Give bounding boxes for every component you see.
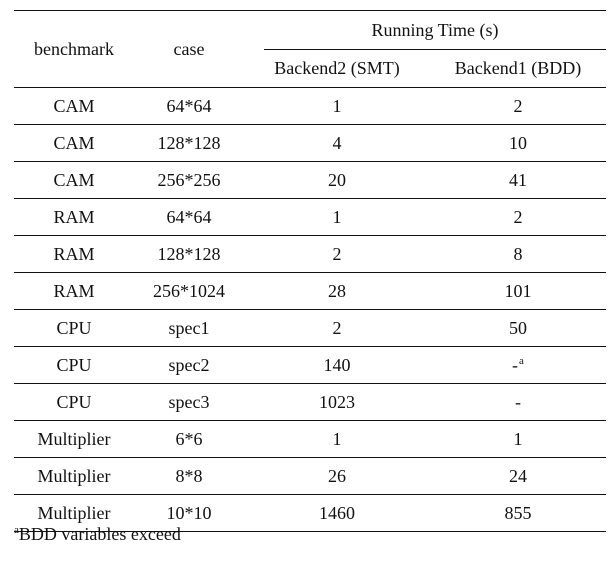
bdd-time-value: 855 bbox=[504, 502, 532, 523]
cell-smt-time: 1 bbox=[244, 87, 430, 125]
table-body: benchmark case Running Time (s) Backend2… bbox=[14, 10, 606, 532]
cell-case: 128*128 bbox=[134, 235, 244, 273]
header-running-time: Running Time (s) bbox=[264, 11, 606, 50]
bdd-time-value: - bbox=[515, 391, 521, 412]
table-row: RAM 256*1024 28 101 bbox=[14, 272, 606, 310]
header-row-2: Backend2 (SMT) Backend1 (BDD) bbox=[14, 50, 606, 88]
table-row: RAM 64*64 1 2 bbox=[14, 198, 606, 236]
cell-benchmark: RAM bbox=[14, 272, 134, 310]
table-row: CAM 256*256 20 41 bbox=[14, 161, 606, 199]
header-bdd: Backend1 (BDD) bbox=[454, 58, 582, 78]
cell-case: 128*128 bbox=[134, 124, 244, 162]
header-row-1: benchmark case Running Time (s) bbox=[14, 10, 606, 88]
cell-bdd-time: -a bbox=[430, 346, 606, 384]
footnote-ref-marker: a bbox=[519, 354, 524, 367]
cell-benchmark: CPU bbox=[14, 346, 134, 384]
table-row: CAM 64*64 1 2 bbox=[14, 87, 606, 125]
cell-smt-time: 1460 bbox=[244, 494, 430, 532]
cell-benchmark: RAM bbox=[14, 235, 134, 273]
cell-bdd-time: 50 bbox=[430, 309, 606, 347]
cell-case: 64*64 bbox=[134, 198, 244, 236]
cell-case: spec3 bbox=[134, 383, 244, 421]
header-benchmark: benchmark bbox=[14, 10, 134, 88]
cell-smt-time: 1 bbox=[244, 198, 430, 236]
bdd-time-value: 10 bbox=[509, 132, 527, 153]
cell-bdd-time: - bbox=[430, 383, 606, 421]
cell-bdd-time: 2 bbox=[430, 198, 606, 236]
cell-smt-time: 28 bbox=[244, 272, 430, 310]
footnote-text: BDD variables exceed bbox=[18, 524, 181, 544]
cell-smt-time: 20 bbox=[244, 161, 430, 199]
cell-benchmark: Multiplier bbox=[14, 494, 134, 532]
footnote-marker: a bbox=[14, 524, 19, 536]
table-row: CAM 128*128 4 10 bbox=[14, 124, 606, 162]
cell-case: 256*256 bbox=[134, 161, 244, 199]
cell-case: spec1 bbox=[134, 309, 244, 347]
cell-smt-time: 26 bbox=[244, 457, 430, 495]
bdd-time-value: 1 bbox=[513, 428, 523, 449]
cell-benchmark: Multiplier bbox=[14, 420, 134, 458]
cell-bdd-time: 1 bbox=[430, 420, 606, 458]
table-footnote: aBDD variables exceed bbox=[14, 524, 181, 545]
bdd-time-value: 2 bbox=[513, 95, 523, 116]
cell-smt-time: 140 bbox=[244, 346, 430, 384]
bdd-time-value: 101 bbox=[504, 280, 532, 301]
cell-case: 64*64 bbox=[134, 87, 244, 125]
cell-benchmark: Multiplier bbox=[14, 457, 134, 495]
cell-smt-time: 2 bbox=[244, 235, 430, 273]
cell-bdd-time: 8 bbox=[430, 235, 606, 273]
bdd-time-value: 41 bbox=[509, 169, 527, 190]
table-row: Multiplier 8*8 26 24 bbox=[14, 457, 606, 495]
cell-bdd-time: 24 bbox=[430, 457, 606, 495]
cell-bdd-time: 2 bbox=[430, 87, 606, 125]
bdd-time-value: - bbox=[512, 354, 519, 375]
cell-case: 256*1024 bbox=[134, 272, 244, 310]
cell-case: 10*10 bbox=[134, 494, 244, 532]
running-time-table: benchmark case Running Time (s) Backend2… bbox=[14, 10, 606, 532]
cell-bdd-time: 10 bbox=[430, 124, 606, 162]
table-row: CPU spec1 2 50 bbox=[14, 309, 606, 347]
header-case: case bbox=[134, 10, 244, 88]
cell-benchmark: CAM bbox=[14, 124, 134, 162]
cell-smt-time: 2 bbox=[244, 309, 430, 347]
cell-case: spec2 bbox=[134, 346, 244, 384]
bdd-time-value: 24 bbox=[509, 465, 527, 486]
bdd-time-value: 8 bbox=[513, 243, 523, 264]
cell-benchmark: CPU bbox=[14, 383, 134, 421]
table-row: Multiplier 6*6 1 1 bbox=[14, 420, 606, 458]
results-table-container: benchmark case Running Time (s) Backend2… bbox=[14, 10, 606, 532]
cell-smt-time: 1 bbox=[244, 420, 430, 458]
header-smt: Backend2 (SMT) bbox=[274, 58, 400, 78]
cell-benchmark: CAM bbox=[14, 87, 134, 125]
table-row: CPU spec3 1023 - bbox=[14, 383, 606, 421]
bdd-time-value: 2 bbox=[513, 206, 523, 227]
cell-bdd-time: 41 bbox=[430, 161, 606, 199]
cell-benchmark: RAM bbox=[14, 198, 134, 236]
cell-case: 8*8 bbox=[134, 457, 244, 495]
cell-benchmark: CPU bbox=[14, 309, 134, 347]
header-running-time-group: Running Time (s) bbox=[244, 10, 606, 50]
cell-smt-time: 4 bbox=[244, 124, 430, 162]
table-row: CPU spec2 140 -a bbox=[14, 346, 606, 384]
table-row: Multiplier 10*10 1460 855 bbox=[14, 494, 606, 532]
cell-bdd-time: 855 bbox=[430, 494, 606, 532]
cell-benchmark: CAM bbox=[14, 161, 134, 199]
cell-smt-time: 1023 bbox=[244, 383, 430, 421]
cell-case: 6*6 bbox=[134, 420, 244, 458]
bdd-time-value: 50 bbox=[509, 317, 527, 338]
cell-bdd-time: 101 bbox=[430, 272, 606, 310]
table-row: RAM 128*128 2 8 bbox=[14, 235, 606, 273]
